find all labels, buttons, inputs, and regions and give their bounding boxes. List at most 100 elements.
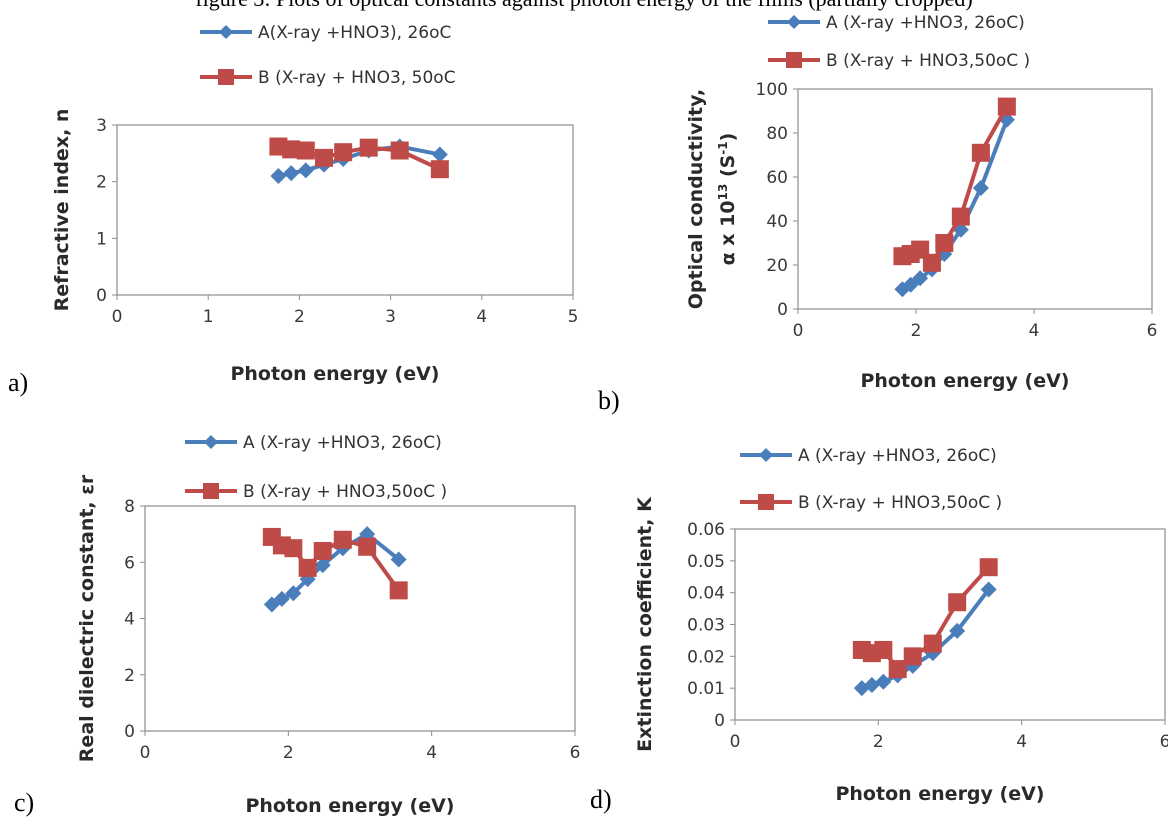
data-point-b [922,253,941,272]
y-tick-label: 0.04 [687,584,725,604]
data-point-a [863,676,880,693]
x-tick-label: 2 [283,743,294,763]
y-tick-label: 20 [766,256,788,276]
x-tick-label: 6 [570,743,581,763]
data-point-b [282,140,301,159]
data-point-a [297,162,314,179]
panel-tag-c: c) [14,788,35,817]
data-point-b [284,539,303,558]
y-tick-label: 8 [124,497,135,517]
y-axis-label-line1: Optical conductivity, [685,89,707,310]
x-axis-label: Photon energy (eV) [230,363,439,385]
y-tick-label: 0.05 [687,552,725,572]
y-tick-label: 0 [124,722,135,742]
data-point-a [285,585,302,602]
data-point-b [923,634,942,653]
y-tick-label: 0 [777,300,788,320]
data-point-a [912,270,929,287]
data-point-b [997,97,1016,116]
x-tick-label: 4 [1029,321,1040,341]
data-point-b [903,647,922,666]
legend-marker-a [759,448,773,462]
y-axis-label-part: ) [717,133,739,142]
data-point-a [390,551,407,568]
y-tick-label: 0.03 [687,616,725,636]
series-line-a [901,119,1009,291]
legend-marker-a [219,25,233,39]
legend-marker-b [218,69,234,85]
plot-area [797,88,1153,310]
y-tick-label: 1 [96,229,107,249]
data-point-b [359,138,378,157]
data-point-b [333,530,352,549]
x-tick-label: 6 [1160,732,1168,752]
y-tick-label: 2 [96,173,107,193]
y-tick-label: 2 [124,666,135,686]
x-axis-label: Photon energy (eV) [860,370,1069,392]
y-tick-label: 100 [756,80,788,100]
legend-label-b: B (X-ray + HNO3,50oC ) [826,51,1030,71]
data-point-a [980,581,997,598]
x-axis-label: Photon energy (eV) [835,783,1044,805]
data-point-b [334,143,353,162]
x-tick-label: 0 [730,732,741,752]
legend-label-a: A (X-ray +HNO3, 26oC) [826,13,1025,33]
data-point-a [972,180,989,196]
data-point-b [315,148,334,167]
data-point-a [902,276,919,293]
x-tick-label: 5 [568,307,579,327]
x-tick-label: 2 [873,732,884,752]
data-point-b [430,160,449,179]
legend-marker-a [204,435,218,449]
y-tick-label: 60 [766,168,788,188]
data-point-a [314,557,331,574]
legend-label-a: A (X-ray +HNO3, 26oC) [243,433,442,453]
x-tick-label: 0 [140,743,151,763]
legend-marker-b [758,494,774,510]
legend-label-b: B (X-ray + HNO3,50oC ) [798,493,1002,513]
data-point-b [979,558,998,577]
y-axis-label-part: α x 10 [717,200,739,265]
y-tick-label: 0.01 [687,679,725,699]
x-tick-label: 4 [1016,732,1027,752]
data-point-a [875,673,892,690]
chart-d: 0 2 4 6 0 0.01 0.02 0.03 0.04 0.05 0.06 Photon ener… [634,446,1168,805]
y-tick-label: 0 [96,286,107,306]
data-point-a [270,168,287,184]
y-tick-label: 0.02 [687,647,725,667]
data-point-a [949,622,966,639]
legend-marker-b [203,483,219,499]
y-axis-label-part: -1 [716,141,730,154]
data-point-b [389,581,408,600]
y-axis-label-part: (S [717,155,739,184]
x-tick-label: 6 [1147,321,1158,341]
y-tick-label: 6 [124,553,135,573]
legend-label-b: B (X-ray + HNO3,50oC ) [243,482,447,502]
data-point-b [313,542,332,560]
x-tick-label: 0 [793,321,804,341]
legend-label-b: B (X-ray + HNO3, 50oC [258,68,456,88]
y-tick-label: 80 [766,124,788,144]
y-tick-label: 40 [766,212,788,232]
data-point-b [935,234,954,252]
legend-marker-a [787,15,801,29]
data-point-b [296,141,315,160]
y-axis-label: Extinction coefficient, K [634,496,656,752]
x-tick-label: 4 [426,743,437,763]
plot-area [116,124,574,296]
x-axis-label: Photon energy (eV) [245,795,454,817]
data-point-b [948,593,967,612]
panel-tag-d: d) [590,785,612,814]
panel-tag-a: a) [8,368,29,397]
data-point-b [358,537,377,556]
x-tick-label: 2 [911,321,922,341]
y-tick-label: 4 [124,610,135,630]
data-point-a [431,146,448,163]
plot-area [734,528,1166,721]
chart-a: 0 1 2 3 4 5 0 1 2 3 Photon energy (eV) Refractive i… [51,23,578,385]
y-axis-label-line2: α x 1013 (S-1) [716,133,739,266]
legend-marker-b [786,52,802,68]
panel-tag-b: b) [598,386,620,415]
